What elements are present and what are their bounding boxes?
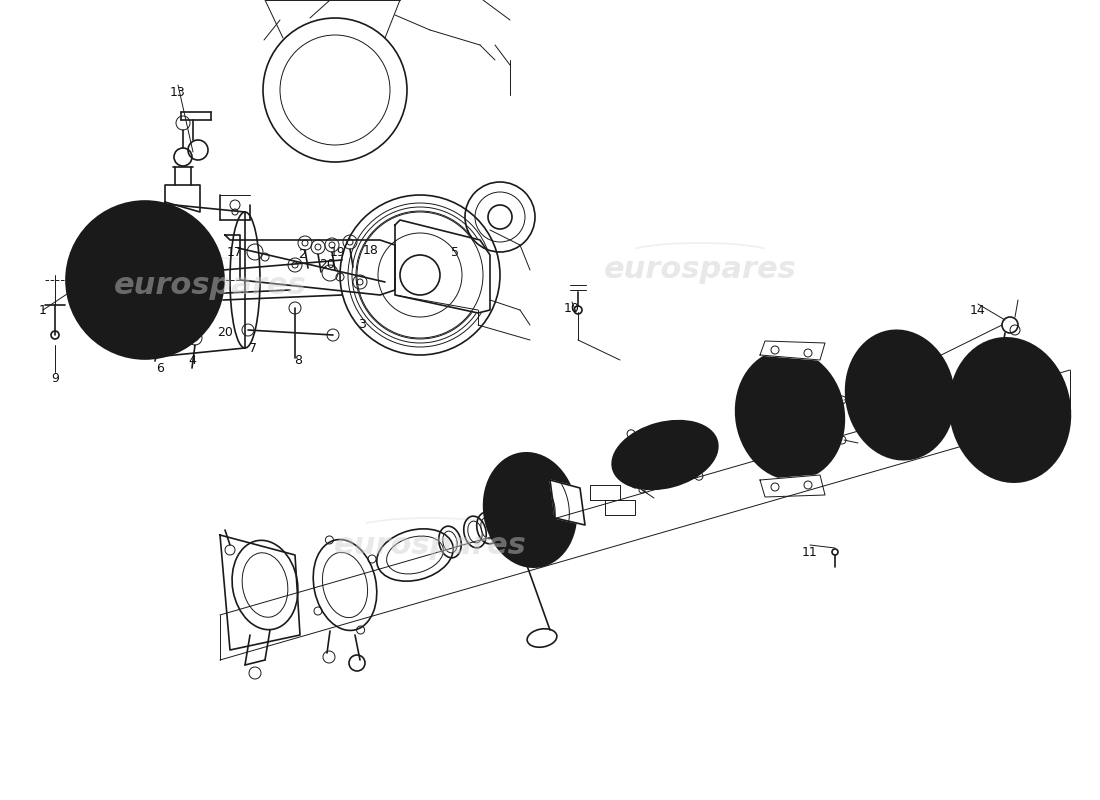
Text: 1: 1 xyxy=(40,303,47,317)
Text: 19: 19 xyxy=(330,246,345,258)
Polygon shape xyxy=(550,480,585,525)
Text: eurospares: eurospares xyxy=(113,270,307,299)
Polygon shape xyxy=(760,341,825,360)
Ellipse shape xyxy=(846,330,955,460)
Polygon shape xyxy=(605,500,635,515)
Ellipse shape xyxy=(949,338,1070,482)
Text: eurospares: eurospares xyxy=(333,530,527,559)
Polygon shape xyxy=(395,220,490,313)
Text: 3: 3 xyxy=(359,318,366,330)
Text: 20: 20 xyxy=(319,258,334,270)
Text: 8: 8 xyxy=(294,354,302,366)
Text: 13: 13 xyxy=(170,86,186,98)
Ellipse shape xyxy=(484,453,576,567)
Ellipse shape xyxy=(613,421,718,490)
Text: eurospares: eurospares xyxy=(604,255,796,285)
Polygon shape xyxy=(220,535,300,650)
Text: 17: 17 xyxy=(227,246,243,258)
Text: 20: 20 xyxy=(217,326,233,338)
Text: 5: 5 xyxy=(451,246,459,258)
Text: 14: 14 xyxy=(970,303,986,317)
Polygon shape xyxy=(226,235,395,295)
Ellipse shape xyxy=(736,350,845,480)
Text: 2: 2 xyxy=(298,247,306,261)
Polygon shape xyxy=(590,485,620,500)
Polygon shape xyxy=(760,475,825,497)
Text: 9: 9 xyxy=(51,371,59,385)
Text: 6: 6 xyxy=(156,362,164,374)
Text: 18: 18 xyxy=(363,243,378,257)
Text: 10: 10 xyxy=(564,302,580,314)
Polygon shape xyxy=(165,185,200,212)
Ellipse shape xyxy=(66,201,224,359)
Text: 11: 11 xyxy=(802,546,818,558)
Text: 7: 7 xyxy=(249,342,257,354)
Text: 4: 4 xyxy=(188,354,196,366)
